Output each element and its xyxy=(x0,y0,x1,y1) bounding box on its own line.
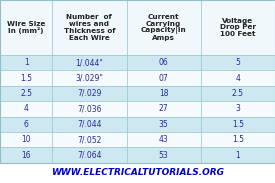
Bar xyxy=(52,0,126,55)
Text: 5: 5 xyxy=(235,58,240,67)
Text: 27: 27 xyxy=(159,104,168,113)
Text: 7/.064: 7/.064 xyxy=(77,151,102,160)
Bar xyxy=(201,147,275,163)
Bar xyxy=(52,147,126,163)
Text: 7/.052: 7/.052 xyxy=(77,135,101,144)
Text: 35: 35 xyxy=(159,120,169,129)
Bar xyxy=(126,70,201,86)
Bar xyxy=(52,86,126,101)
Bar xyxy=(52,55,126,70)
Text: 7/.029: 7/.029 xyxy=(77,89,101,98)
Text: 4: 4 xyxy=(24,104,29,113)
Bar xyxy=(126,55,201,70)
Text: 6: 6 xyxy=(24,120,29,129)
Text: 3: 3 xyxy=(235,104,240,113)
Bar xyxy=(201,55,275,70)
Bar xyxy=(0,86,52,101)
Bar xyxy=(52,132,126,147)
Text: 7/.036: 7/.036 xyxy=(77,104,102,113)
Text: Wire Size
In (mm²): Wire Size In (mm²) xyxy=(7,20,45,34)
Text: 18: 18 xyxy=(159,89,168,98)
Text: 2.5: 2.5 xyxy=(232,89,244,98)
Text: 7/.044: 7/.044 xyxy=(77,120,102,129)
Bar xyxy=(201,117,275,132)
Text: 1: 1 xyxy=(24,58,29,67)
Bar xyxy=(0,147,52,163)
Bar xyxy=(126,0,201,55)
Text: 3/.029": 3/.029" xyxy=(75,74,103,83)
Text: 2.5: 2.5 xyxy=(20,89,32,98)
Bar xyxy=(201,70,275,86)
Text: 1: 1 xyxy=(235,151,240,160)
Bar xyxy=(0,0,275,163)
Bar xyxy=(201,132,275,147)
Text: 10: 10 xyxy=(21,135,31,144)
Text: 16: 16 xyxy=(21,151,31,160)
Bar xyxy=(0,0,52,55)
Text: Voltage
Drop Per
100 Feet: Voltage Drop Per 100 Feet xyxy=(220,18,256,37)
Bar xyxy=(126,132,201,147)
Bar xyxy=(201,101,275,117)
Bar xyxy=(0,70,52,86)
Bar xyxy=(126,86,201,101)
Text: 53: 53 xyxy=(159,151,169,160)
Bar xyxy=(0,117,52,132)
Bar xyxy=(126,117,201,132)
Text: 07: 07 xyxy=(159,74,169,83)
Text: Number  of
wires and
Thickness of
Each Wire: Number of wires and Thickness of Each Wi… xyxy=(64,14,115,41)
Text: WWW.ELECTRICALTUTORIALS.ORG: WWW.ELECTRICALTUTORIALS.ORG xyxy=(51,168,224,178)
Bar xyxy=(52,101,126,117)
Text: 06: 06 xyxy=(159,58,169,67)
Bar xyxy=(201,86,275,101)
Bar xyxy=(52,117,126,132)
Bar xyxy=(201,0,275,55)
Bar xyxy=(0,55,52,70)
Bar xyxy=(0,132,52,147)
Text: 1.5: 1.5 xyxy=(232,120,244,129)
Bar xyxy=(0,101,52,117)
Bar xyxy=(126,147,201,163)
Text: Current
Carrying
Capacity|In
Amps: Current Carrying Capacity|In Amps xyxy=(141,14,186,41)
Text: 1/.044": 1/.044" xyxy=(75,58,103,67)
Bar xyxy=(52,70,126,86)
Bar xyxy=(126,101,201,117)
Text: 43: 43 xyxy=(159,135,169,144)
Text: 1.5: 1.5 xyxy=(232,135,244,144)
Text: 1.5: 1.5 xyxy=(20,74,32,83)
Text: 4: 4 xyxy=(235,74,240,83)
